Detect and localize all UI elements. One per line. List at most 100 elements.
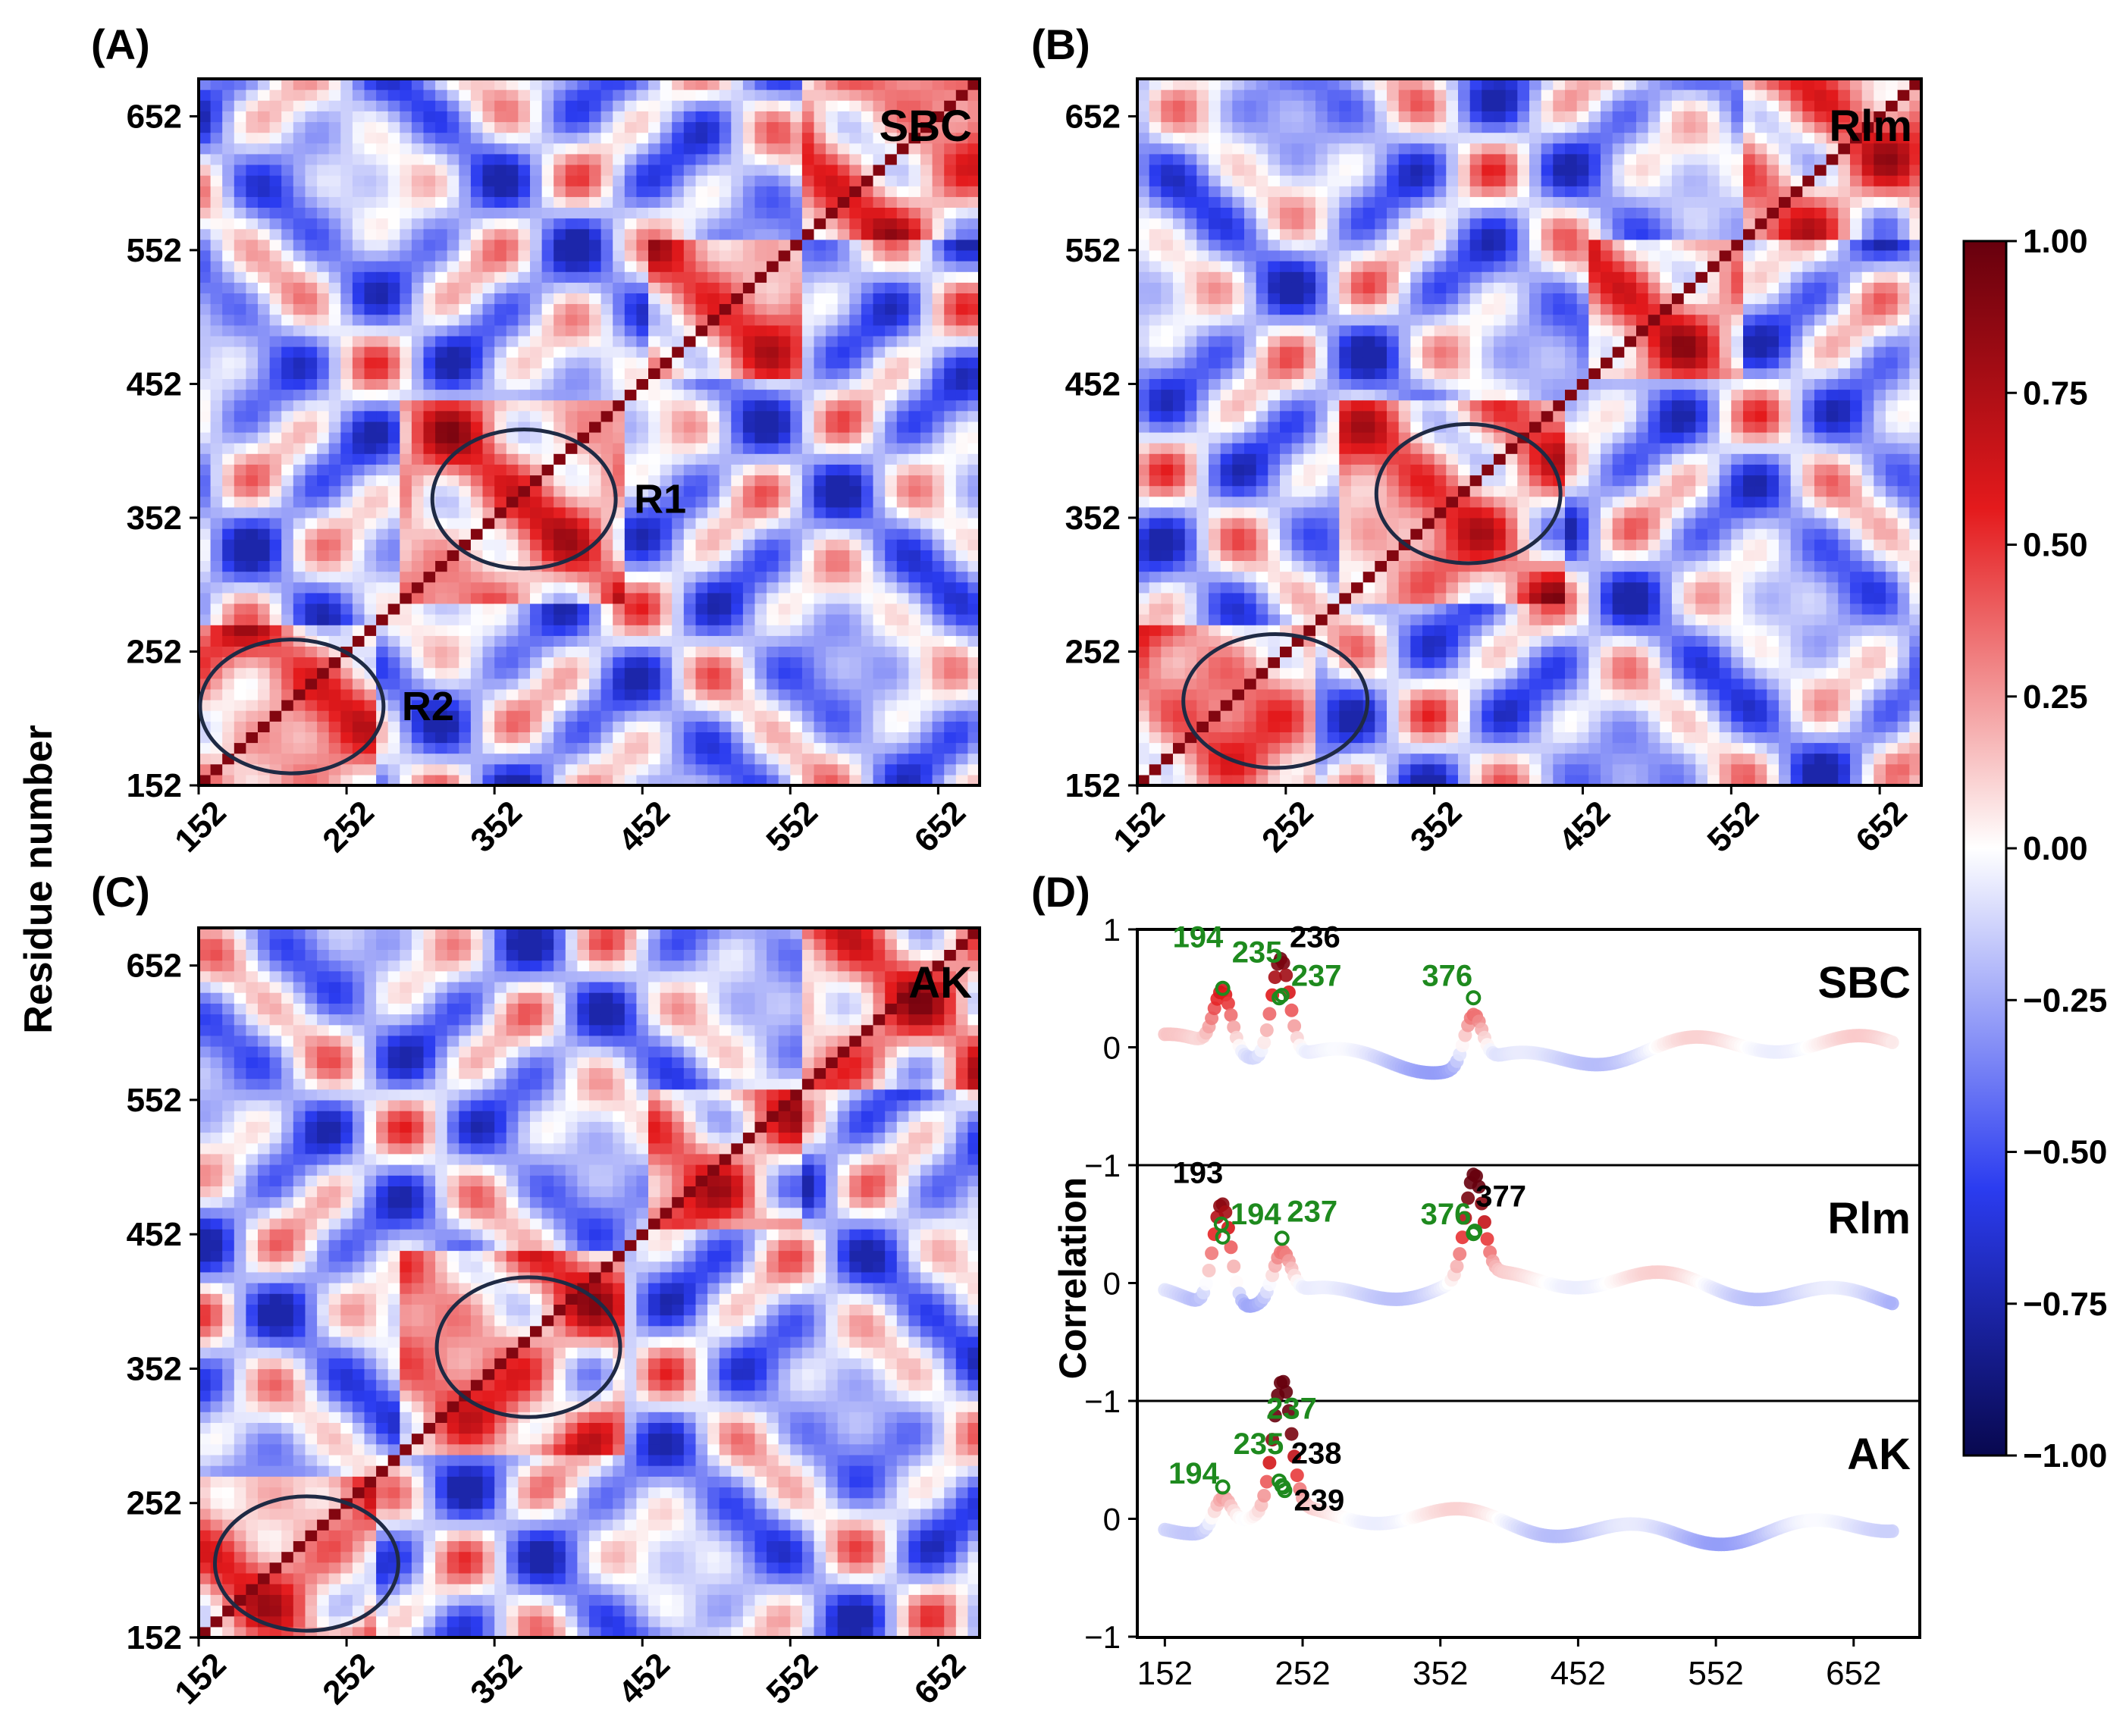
heatmap-cell — [281, 196, 294, 208]
heatmap-cell — [447, 667, 459, 679]
heatmap-cell — [613, 165, 626, 176]
heatmap-cell — [648, 485, 661, 497]
heatmap-cell — [482, 625, 495, 636]
heatmap-cell — [376, 324, 389, 337]
heatmap-cell — [364, 410, 377, 422]
heatmap-cell — [1244, 732, 1257, 744]
heatmap-cell — [518, 678, 531, 690]
heatmap-cell — [672, 421, 685, 433]
heatmap-cell — [530, 378, 543, 390]
heatmap-cell — [387, 79, 400, 90]
heatmap-cell — [340, 100, 353, 111]
heatmap-cell — [1137, 763, 1150, 776]
heatmap-cell — [920, 378, 933, 390]
heatmap-cell — [470, 443, 484, 454]
heatmap-cell — [932, 175, 945, 186]
heatmap-cell — [695, 346, 708, 358]
heatmap-cell — [281, 346, 294, 358]
heatmap-cell — [719, 121, 732, 133]
heatmap-cell — [459, 646, 472, 658]
heatmap-cell — [518, 550, 531, 561]
heatmap-cell — [317, 550, 330, 561]
heatmap-cell — [1209, 271, 1221, 283]
heatmap-cell — [553, 335, 566, 347]
heatmap-cell — [955, 592, 968, 604]
heatmap-cell — [317, 421, 330, 433]
heatmap-cell — [577, 496, 590, 508]
heatmap-cell — [246, 603, 259, 615]
heatmap-cell — [707, 700, 720, 711]
heatmap-cell — [482, 378, 495, 390]
heatmap-cell — [1137, 667, 1150, 679]
heatmap-cell — [258, 614, 271, 625]
heatmap-cell — [955, 763, 968, 776]
heatmap-cell — [317, 218, 330, 230]
heatmap-cell — [660, 175, 673, 186]
heatmap-cell — [435, 196, 448, 208]
heatmap-cell — [1173, 324, 1186, 337]
heatmap-cell — [1173, 506, 1186, 519]
heatmap-cell — [1161, 496, 1174, 508]
heatmap-cell — [1137, 592, 1150, 604]
heatmap-cell — [541, 89, 554, 101]
heatmap-cell — [672, 603, 685, 615]
heatmap-cell — [246, 539, 259, 550]
heatmap-cell — [767, 121, 779, 133]
heatmap-cell — [837, 667, 850, 679]
heatmap-cell — [683, 688, 696, 700]
x-tick-label: 452 — [611, 794, 677, 860]
heatmap-cell — [754, 218, 767, 230]
heatmap-cell — [541, 656, 554, 669]
heatmap-cell — [1173, 346, 1186, 358]
heatmap-cell — [459, 335, 472, 347]
heatmap-cell — [400, 528, 412, 540]
heatmap-cell — [1220, 646, 1233, 658]
heatmap-cell — [932, 335, 945, 347]
heatmap-cell — [541, 368, 554, 379]
heatmap-cell — [258, 132, 271, 144]
heatmap-cell — [707, 774, 720, 785]
heatmap-cell — [328, 324, 341, 337]
heatmap-cell — [849, 453, 862, 465]
heatmap-cell — [885, 742, 898, 754]
heatmap-cell — [1173, 389, 1186, 401]
heatmap-cell — [352, 485, 365, 497]
heatmap-cell — [849, 560, 862, 572]
heatmap-cell — [435, 79, 448, 90]
heatmap-cell — [636, 207, 649, 219]
heatmap-cell — [565, 346, 578, 358]
heatmap-cell — [731, 614, 744, 625]
heatmap-cell — [482, 646, 495, 658]
heatmap-cell — [447, 763, 459, 776]
heatmap-cell — [837, 303, 850, 315]
heatmap-cell — [600, 196, 613, 208]
heatmap-cell — [1173, 165, 1186, 176]
heatmap-cell — [636, 271, 649, 283]
heatmap-cell — [387, 196, 400, 208]
heatmap-cell — [1220, 100, 1233, 111]
heatmap-cell — [352, 732, 365, 744]
heatmap-cell — [317, 165, 330, 176]
heatmap-cell — [1244, 721, 1257, 732]
heatmap-cell — [400, 282, 412, 293]
heatmap-cell — [660, 453, 673, 465]
heatmap-cell — [707, 207, 720, 219]
heatmap-cell — [518, 721, 531, 732]
heatmap-cell — [600, 89, 613, 101]
heatmap-cell — [944, 496, 957, 508]
heatmap-cell — [814, 261, 826, 272]
heatmap-cell — [648, 324, 661, 337]
heatmap-cell — [589, 485, 602, 497]
heatmap-cell — [1209, 282, 1221, 293]
heatmap-cell — [530, 453, 543, 465]
heatmap-cell — [1209, 496, 1221, 508]
heatmap-cell — [317, 282, 330, 293]
heatmap-cell — [719, 753, 732, 765]
heatmap-cell — [672, 261, 685, 272]
heatmap-cell — [482, 581, 495, 594]
heatmap-cell — [269, 421, 282, 433]
heatmap-cell — [814, 303, 826, 315]
heatmap-cell — [944, 153, 957, 165]
heatmap-cell — [826, 186, 839, 197]
heatmap-cell — [459, 485, 472, 497]
